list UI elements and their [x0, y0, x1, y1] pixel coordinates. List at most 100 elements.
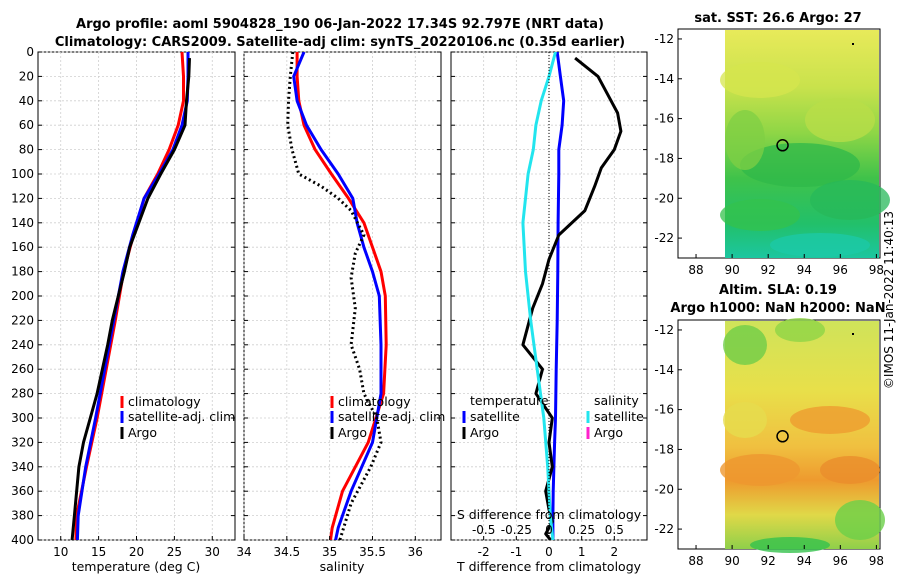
y-tick-label: -22: [654, 231, 674, 245]
title-line-1: Argo profile: aoml 5904828_190 06-Jan-20…: [76, 17, 604, 32]
difference-legend: temperature salinity satellite Argo sate…: [462, 393, 644, 440]
x-tick-label: 92: [761, 554, 776, 568]
y-tick-label: 20: [19, 69, 34, 83]
y-tick-label: 0: [26, 45, 34, 59]
sst-texture-blob: [740, 143, 860, 187]
temperature-grid: [38, 51, 235, 541]
y-tick-label: -22: [654, 522, 674, 536]
sla-map-title-1: Altim. SLA: 0.19: [719, 283, 837, 298]
x-tick-label: 34: [236, 545, 251, 559]
sst-texture-blob: [770, 233, 870, 257]
y-tick-label: -14: [654, 72, 674, 86]
sla-texture-blob: [775, 318, 825, 342]
x-tick-label: 98: [869, 263, 884, 277]
y-tick-label: -20: [654, 482, 674, 496]
legend-label: Argo: [594, 425, 623, 440]
y-tick-label: 180: [11, 265, 34, 279]
legend-label: Argo: [338, 425, 367, 440]
difference-x2label: S difference from climatology: [457, 507, 642, 522]
x-tick-label: 90: [724, 554, 739, 568]
y-tick-label: 140: [11, 216, 34, 230]
sla-texture-blob: [790, 406, 870, 434]
sst-map-ticks: 88 90 92 94 96 98 -12 -14 -16 -18 -20 -22: [654, 32, 884, 277]
y-tick-label: 240: [11, 338, 34, 352]
legend-label: satellite: [470, 409, 520, 424]
sst-texture-blob: [720, 199, 800, 231]
x-tick-label: 0: [545, 545, 553, 559]
x-tick-label: 88: [688, 263, 703, 277]
legend-label: climatology: [128, 394, 201, 409]
y-tick-label: 40: [19, 94, 34, 108]
y-tick-label: 200: [11, 289, 34, 303]
x-tick-label: 35.5: [359, 545, 386, 559]
sla-texture-blob: [723, 402, 767, 438]
y-tick-label: 260: [11, 362, 34, 376]
x-tick-label: 36: [408, 545, 423, 559]
y-tick-label: -18: [654, 151, 674, 165]
y-tick-label: -12: [654, 32, 674, 46]
legend-title-salinity: salinity: [594, 393, 639, 408]
salinity-legend: climatology satellite-adj. clim Argo: [330, 394, 445, 440]
difference-xlabel: T difference from climatology: [456, 559, 642, 574]
salinity-lines: [286, 52, 388, 540]
sla-texture-blob: [835, 500, 885, 540]
y-tick-label: 320: [11, 435, 34, 449]
legend-label: satellite-adj. clim: [128, 409, 235, 424]
legend-label: climatology: [338, 394, 411, 409]
y-tick-label: 220: [11, 313, 34, 327]
y-tick-label: 60: [19, 118, 34, 132]
y-tick-label: 120: [11, 191, 34, 205]
series-argo: [286, 52, 383, 540]
x-tick-label: 92: [761, 263, 776, 277]
sst-texture-blob: [805, 98, 875, 142]
sst-texture-blob: [810, 180, 890, 220]
y-tick-label: -12: [654, 323, 674, 337]
y-tick-label: 340: [11, 460, 34, 474]
series-s-satellite: [521, 52, 557, 540]
legend-label: satellite: [594, 409, 644, 424]
sst-texture-blob: [720, 62, 800, 98]
legend-label: satellite-adj. clim: [338, 409, 445, 424]
x-tick-label: 2: [611, 545, 619, 559]
sla-texture-blob: [723, 325, 767, 365]
argo-location-marker: [776, 139, 789, 152]
x-tick-label: 25: [167, 545, 182, 559]
x-tick-label: 98: [869, 554, 884, 568]
series-argo: [70, 58, 191, 540]
map-dot: [852, 333, 854, 335]
y-tick-label: -16: [654, 112, 674, 126]
sla-texture-blob: [820, 456, 880, 484]
legend-label: Argo: [128, 425, 157, 440]
x-tick-label: 20: [129, 545, 144, 559]
title-line-2: Climatology: CARS2009. Satellite-adj cli…: [55, 35, 625, 50]
temperature-xlabel: temperature (deg C): [72, 559, 201, 574]
difference-lines: [521, 52, 623, 540]
y-tick-label: -20: [654, 191, 674, 205]
sla-texture-blob: [720, 454, 800, 486]
credit-text: ©IMOS 11-Jan-2022 11:40:13: [882, 211, 896, 389]
map-dot: [852, 43, 854, 45]
x2-tick-label: 0.25: [568, 523, 595, 537]
x2-tick-label: 0: [545, 523, 553, 537]
x-tick-label: 88: [688, 554, 703, 568]
y-tick-label: 160: [11, 240, 34, 254]
x-tick-label: 34.5: [273, 545, 300, 559]
temperature-lines: [70, 52, 191, 540]
y-tick-label: 100: [11, 167, 34, 181]
salinity-ticks: 34 34.5 35 35.5 36: [236, 51, 441, 559]
y-tick-label: 400: [11, 533, 34, 547]
sla-map-texture: [720, 318, 885, 553]
series-t-satellite: [551, 52, 566, 540]
sst-map-title: sat. SST: 26.6 Argo: 27: [694, 11, 861, 26]
y-tick-label: -18: [654, 442, 674, 456]
x-tick-label: 10: [53, 545, 68, 559]
x-tick-label: -1: [510, 545, 522, 559]
x-tick-label: 90: [724, 263, 739, 277]
sst-texture-blob: [725, 110, 765, 170]
x-tick-label: 94: [797, 554, 812, 568]
y-tick-label: 80: [19, 143, 34, 157]
x2-tick-label: 0.5: [605, 523, 624, 537]
y-tick-label: 360: [11, 484, 34, 498]
x2-tick-label: -0.5: [472, 523, 495, 537]
